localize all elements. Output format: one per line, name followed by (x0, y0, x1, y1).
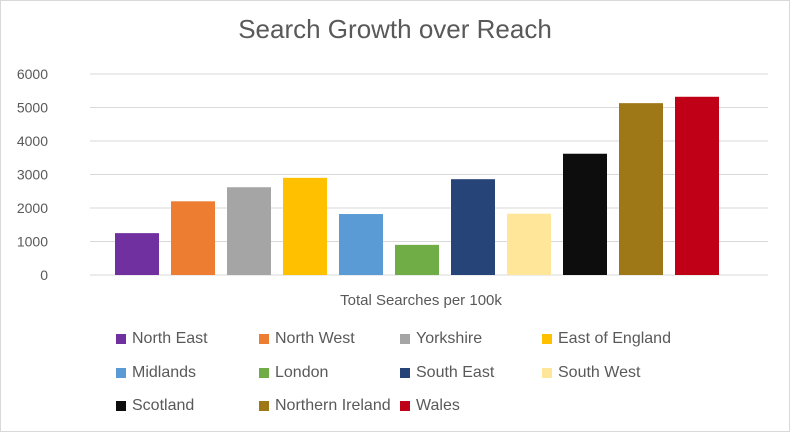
bar-northern-ireland (619, 103, 663, 276)
bar-midlands (339, 214, 383, 275)
x-category-label: Total Searches per 100k (340, 292, 502, 309)
y-tick-label: 6000 (17, 66, 48, 82)
y-tick-label: 4000 (17, 133, 48, 149)
bar-london (395, 244, 439, 275)
y-tick-label: 1000 (17, 234, 48, 250)
bar-north-west (171, 201, 215, 275)
bar-east-of-england (283, 177, 327, 275)
chart-title: Search Growth over Reach (238, 14, 552, 44)
bar-south-east (451, 179, 495, 275)
y-tick-label: 5000 (17, 100, 48, 116)
bar-yorkshire (227, 187, 271, 275)
y-tick-label: 0 (40, 267, 48, 283)
y-tick-label: 2000 (17, 200, 48, 216)
bar-scotland (563, 153, 607, 275)
bar-north-east (115, 233, 159, 275)
bar-south-west (507, 213, 551, 275)
bar-wales (675, 96, 719, 275)
y-tick-label: 3000 (17, 167, 48, 183)
